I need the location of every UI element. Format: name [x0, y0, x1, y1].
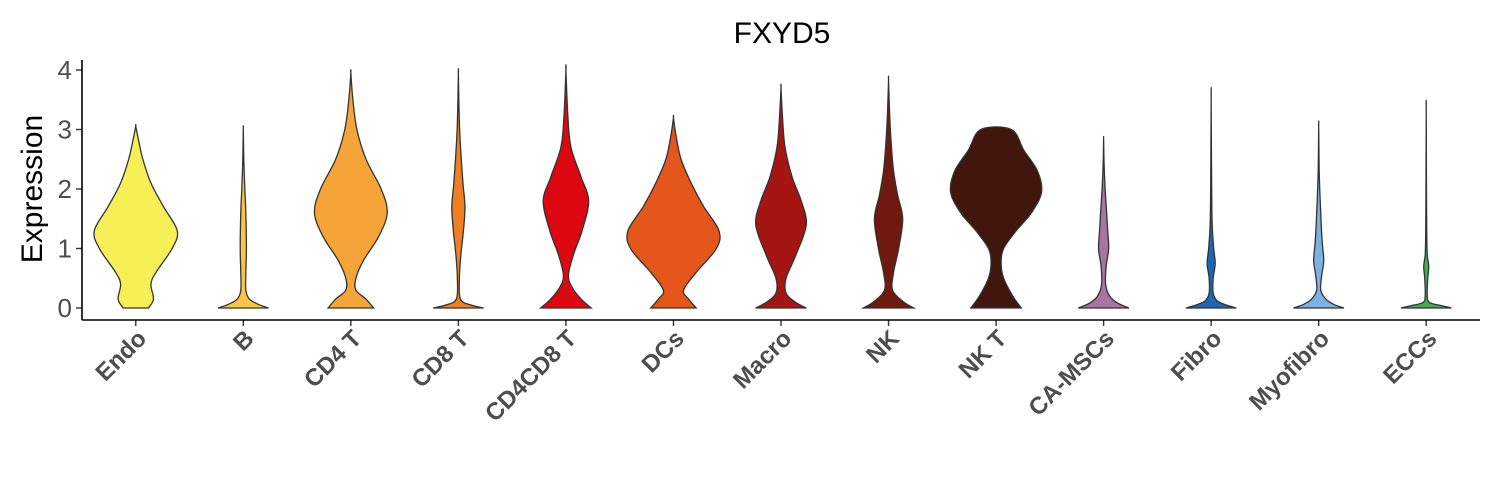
x-tick-label-nk: NK — [861, 325, 905, 369]
violin-nk — [860, 75, 917, 309]
violin-fibro — [1185, 86, 1237, 309]
violin-group — [93, 64, 1452, 309]
violin-cd4-t — [313, 68, 388, 309]
y-axis-label: Expression — [16, 115, 49, 263]
x-tick-label-ca-mscs: CA-MSCs — [1023, 325, 1119, 421]
x-tick-label-myofibro: Myofibro — [1244, 325, 1335, 416]
y-tick-label: 4 — [58, 55, 72, 85]
violin-eccs — [1400, 99, 1452, 309]
violin-macro — [754, 83, 808, 309]
violin-dcs — [626, 114, 721, 309]
x-tick-label-endo: Endo — [90, 325, 152, 387]
violin-cd4cd8-t — [538, 64, 593, 309]
violin-b — [217, 125, 269, 309]
violin-nk-t — [949, 126, 1043, 309]
y-tick-label: 2 — [58, 174, 72, 204]
x-tick-label-cd8-t: CD8 T — [407, 325, 475, 393]
violin-ca-mscs — [1078, 135, 1130, 309]
x-tick-label-nk-t: NK T — [954, 325, 1013, 384]
x-tick-label-fibro: Fibro — [1166, 325, 1228, 387]
x-tick-label-eccs: ECCs — [1378, 325, 1442, 389]
chart-title: FXYD5 — [734, 17, 831, 50]
y-tick-label: 0 — [58, 293, 72, 323]
y-tick-label: 3 — [58, 115, 72, 145]
x-tick-label-cd4-t: CD4 T — [299, 325, 367, 393]
violin-endo — [93, 124, 179, 309]
y-axis-ticks: 0 1 2 3 4 — [58, 55, 82, 323]
x-tick-label-macro: Macro — [728, 325, 797, 394]
x-tick-label-dcs: DCs — [637, 325, 690, 378]
y-tick-label: 1 — [58, 234, 72, 264]
x-tick-label-b: B — [228, 325, 259, 356]
x-axis-ticks: Endo B CD4 T CD8 T CD4CD8 T DCs Macro NK NK T CA-… — [90, 320, 1442, 427]
x-tick-label-cd4cd8-t: CD4CD8 T — [480, 325, 582, 427]
violin-myofibro — [1293, 120, 1345, 309]
violin-cd8-t — [432, 68, 484, 309]
